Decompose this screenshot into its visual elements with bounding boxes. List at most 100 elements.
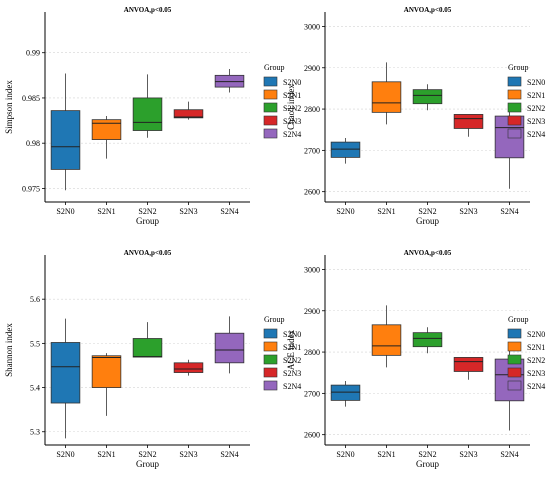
legend-swatch-S2N1	[263, 341, 278, 352]
box-body	[412, 332, 443, 348]
legend-swatch-S2N0	[507, 76, 522, 87]
legend-swatch-S2N2	[507, 354, 522, 365]
box-body	[173, 362, 204, 373]
chart-title: ANVOA,p<0.05	[404, 249, 452, 257]
legend: Group S2N0 S2N1 S2N2 S2N3 S2N4	[263, 63, 301, 139]
y-tick-label: 2700	[304, 146, 320, 155]
x-axis-title: Group	[416, 216, 439, 226]
box-S2N4	[494, 347, 525, 431]
boxplot-panel-1: 0.975 0.98 0.985 0.99 S2N0 S2N1 S2N2 S2N3 S2N4 AN…	[4, 6, 301, 226]
legend-swatch-S2N4	[507, 380, 522, 391]
legend-title: Group	[264, 63, 284, 72]
box-body	[214, 332, 245, 364]
chart-title: ANVOA,p<0.05	[124, 249, 172, 257]
legend-label: S2N4	[283, 382, 301, 391]
box-body	[50, 342, 81, 404]
legend-swatch-S2N1	[507, 341, 522, 352]
legend-label: S2N0	[283, 78, 301, 87]
legend-label: S2N2	[527, 356, 545, 365]
box-S2N2	[132, 322, 163, 358]
boxplot-panel-3: 5.3 5.4 5.5 5.6 S2N0 S2N1 S2N2 S2N3 S2N4 ANVOA,p<…	[4, 249, 301, 469]
y-tick-label: 5.6	[30, 295, 40, 304]
legend-swatch-S2N3	[507, 367, 522, 378]
box-body	[50, 110, 81, 170]
legend: Group S2N0 S2N1 S2N2 S2N3 S2N4	[507, 63, 545, 139]
y-tick-label: 2800	[304, 348, 320, 357]
x-tick-label: S2N2	[138, 450, 156, 459]
chart-title: ANVOA,p<0.05	[404, 6, 452, 14]
legend-swatch-S2N2	[263, 102, 278, 113]
box-body	[132, 338, 163, 358]
legend-swatch-S2N1	[507, 89, 522, 100]
y-tick-label: 0.975	[22, 184, 40, 193]
x-tick-label: S2N3	[179, 207, 197, 216]
legend-label: S2N4	[527, 382, 545, 391]
chart-title: ANVOA,p<0.05	[124, 6, 172, 14]
legend-swatch-S2N3	[263, 367, 278, 378]
x-tick-label: S2N1	[97, 207, 115, 216]
x-tick-label: S2N3	[179, 450, 197, 459]
legend-title: Group	[264, 315, 284, 324]
x-tick-label: S2N0	[336, 450, 354, 459]
box-S2N4	[214, 316, 245, 374]
legend-swatch-S2N4	[263, 128, 278, 139]
box-body	[453, 114, 484, 129]
y-axis-title: Chao1 index	[286, 84, 296, 130]
x-tick-label: S2N1	[377, 207, 395, 216]
x-axis-title: Group	[136, 459, 159, 469]
box-S2N1	[91, 353, 122, 416]
legend: Group S2N0 S2N1 S2N2 S2N3 S2N4	[507, 315, 545, 391]
x-tick-label: S2N2	[418, 450, 436, 459]
x-tick-label: S2N0	[336, 207, 354, 216]
y-tick-label: 3000	[304, 22, 320, 31]
box-body	[91, 119, 122, 140]
legend-label: S2N0	[527, 330, 545, 339]
x-tick-label: S2N3	[459, 450, 477, 459]
x-tick-label: S2N3	[459, 207, 477, 216]
box-S2N3	[453, 357, 484, 380]
y-axis-title: ACE index	[286, 329, 296, 370]
legend-label: S2N1	[283, 343, 301, 352]
box-body	[494, 358, 525, 402]
y-tick-label: 2800	[304, 105, 320, 114]
boxplot-panel-4: 2600 2700 2800 2900 3000 S2N0 S2N1 S2N2 S2N3 S2N4…	[286, 249, 545, 469]
y-tick-label: 0.985	[22, 94, 40, 103]
y-tick-label: 5.4	[30, 384, 40, 393]
x-axis-title: Group	[136, 216, 159, 226]
x-tick-label: S2N2	[418, 207, 436, 216]
x-tick-label: S2N2	[138, 207, 156, 216]
legend-label: S2N0	[527, 78, 545, 87]
boxplot-panel-2: 2600 2700 2800 2900 3000 S2N0 S2N1 S2N2 S2N3 S2N4…	[286, 6, 545, 226]
legend-swatch-S2N2	[507, 102, 522, 113]
box-body	[412, 89, 443, 105]
legend-title: Group	[508, 63, 528, 72]
legend-swatch-S2N0	[263, 328, 278, 339]
y-axis-title: Simpson index	[4, 80, 14, 134]
legend-label: S2N2	[527, 104, 545, 113]
legend-label: S2N1	[527, 343, 545, 352]
x-tick-label: S2N4	[500, 450, 518, 459]
legend: Group S2N0 S2N1 S2N2 S2N3 S2N4	[263, 315, 301, 391]
legend-swatch-S2N3	[507, 115, 522, 126]
box-S2N4	[214, 69, 245, 93]
legend-swatch-S2N4	[507, 128, 522, 139]
legend-label: S2N1	[283, 91, 301, 100]
x-tick-label: S2N4	[500, 207, 518, 216]
box-S2N0	[330, 380, 361, 407]
legend-swatch-S2N0	[263, 76, 278, 87]
box-S2N0	[50, 318, 81, 439]
box-S2N1	[371, 305, 402, 368]
legend-label: S2N3	[527, 369, 545, 378]
box-body	[173, 109, 204, 119]
y-tick-label: 0.98	[26, 139, 40, 148]
box-S2N3	[173, 359, 204, 376]
box-body	[371, 81, 402, 113]
x-axis-title: Group	[416, 459, 439, 469]
legend-swatch-S2N0	[507, 328, 522, 339]
y-tick-label: 2600	[304, 188, 320, 197]
legend-label: S2N4	[283, 130, 301, 139]
legend-label: S2N3	[283, 369, 301, 378]
legend-label: S2N1	[527, 91, 545, 100]
legend-swatch-S2N1	[263, 89, 278, 100]
